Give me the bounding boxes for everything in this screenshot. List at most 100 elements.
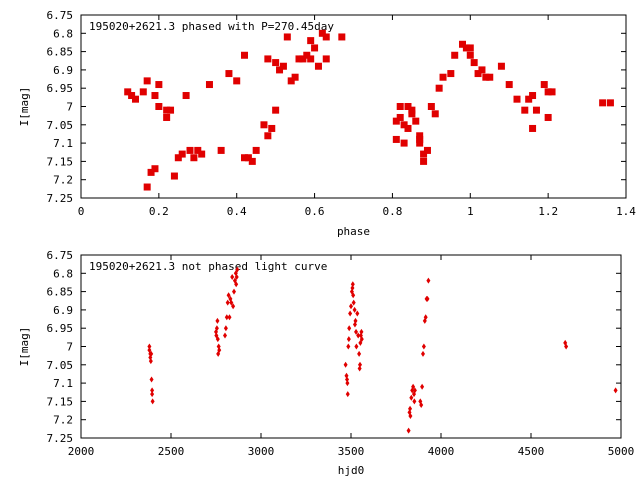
bottom-ytick-label: 6.9 [53, 304, 73, 317]
bottom-data-point [411, 383, 416, 390]
top-data-point [466, 44, 474, 52]
top-data-point [190, 154, 198, 162]
bottom-data-point [149, 376, 154, 383]
top-data-point [174, 154, 182, 162]
top-data-point [513, 95, 521, 103]
bottom-data-point [423, 314, 428, 321]
bottom-ytick-label: 7.15 [47, 395, 74, 408]
bottom-data-point [412, 387, 417, 394]
bottom-data-point [352, 306, 357, 313]
top-ytick-label: 6.85 [47, 46, 74, 59]
top-ytick-label: 7.25 [47, 192, 74, 205]
top-ytick-label: 6.8 [53, 27, 73, 40]
top-data-point [155, 81, 163, 89]
top-data-point [412, 117, 420, 125]
bottom-data-point [426, 277, 431, 284]
top-ytick-label: 6.95 [47, 82, 74, 95]
top-data-point [392, 135, 400, 143]
top-data-point [599, 99, 607, 107]
bottom-data-point [229, 299, 234, 306]
bottom-data-point [354, 328, 359, 335]
top-data-point [143, 77, 151, 85]
top-data-point [396, 103, 404, 110]
bottom-data-point [215, 336, 220, 343]
bottom-data-point [226, 292, 231, 299]
top-data-point [311, 44, 319, 52]
bottom-data-point [351, 299, 356, 306]
top-xtick-label: 0 [78, 205, 85, 218]
top-data-point [287, 77, 295, 85]
bottom-data-point [227, 314, 232, 321]
bottom-data-point [150, 398, 155, 405]
top-data-point [264, 55, 272, 63]
top-xtick-label: 0.2 [149, 205, 169, 218]
top-data-point [264, 132, 272, 140]
top-data-point [505, 81, 513, 89]
top-ytick-label: 7 [66, 101, 73, 114]
top-data-point [167, 106, 175, 114]
top-data-point [396, 113, 404, 121]
top-data-point [466, 51, 474, 59]
top-data-point [139, 88, 147, 96]
top-xaxis-label: phase [337, 225, 370, 238]
bottom-data-point [613, 387, 618, 394]
top-data-point [307, 55, 315, 63]
top-data-point [423, 146, 431, 154]
top-data-point [291, 73, 299, 81]
bottom-ytick-label: 6.95 [47, 322, 74, 335]
top-data-point [205, 81, 213, 89]
bottom-data-point [214, 325, 219, 332]
top-data-point [404, 124, 412, 132]
top-data-point [529, 92, 537, 100]
bottom-data-point [234, 281, 239, 288]
top-ytick-label: 6.75 [47, 9, 74, 22]
top-data-point [132, 95, 139, 103]
bottom-data-point [215, 317, 220, 324]
top-ytick-label: 7.2 [53, 174, 73, 187]
top-xtick-label: 1.2 [538, 205, 558, 218]
bottom-data-point [412, 398, 417, 405]
top-data-point [248, 157, 256, 165]
top-data-point [420, 157, 428, 165]
top-data-point [392, 117, 400, 125]
bottom-data-point [356, 332, 361, 339]
top-data-point [307, 37, 315, 45]
bottom-data-point [564, 343, 569, 350]
bottom-data-point [425, 295, 430, 302]
top-panel: 6.75 6.8 6.85 6.9 6.95 7 7.05 7.1 7.15 7.2 7.25 0 0.… [18, 9, 636, 238]
top-data-point [408, 110, 416, 118]
top-xtick-label: 1.4 [616, 205, 636, 218]
bottom-xtick-label: 4500 [518, 445, 545, 458]
top-data-point [497, 62, 505, 70]
bottom-data-point [223, 325, 228, 332]
top-data-point [540, 81, 548, 89]
bottom-data-point [345, 391, 350, 398]
bottom-data-point [348, 310, 353, 317]
bottom-xtick-label: 5000 [608, 445, 635, 458]
top-xtick-label: 0.6 [305, 205, 325, 218]
top-data-point [532, 106, 540, 114]
bottom-data-point [350, 281, 355, 288]
bottom-data-point [419, 402, 424, 409]
top-data-point [322, 33, 330, 41]
bottom-data-point [355, 310, 360, 317]
top-data-point [233, 77, 241, 85]
top-data-point [283, 33, 291, 41]
bottom-data-point [346, 336, 351, 343]
top-ytick-label: 7.05 [47, 119, 74, 132]
top-data-point [186, 146, 194, 154]
bottom-ytick-label: 7 [66, 341, 73, 354]
bottom-data-point [231, 303, 236, 310]
top-data-point [486, 73, 494, 81]
bottom-data-point [359, 328, 364, 335]
top-data-point [303, 51, 311, 59]
bottom-data-point [235, 266, 240, 273]
bottom-ytick-label: 7.1 [53, 377, 73, 390]
top-data-point [178, 150, 186, 158]
top-xtick-label: 0.4 [227, 205, 247, 218]
bottom-data-point [346, 343, 351, 350]
top-plot-frame [80, 14, 627, 199]
bottom-data-point [224, 314, 229, 321]
top-data-point [143, 183, 151, 191]
